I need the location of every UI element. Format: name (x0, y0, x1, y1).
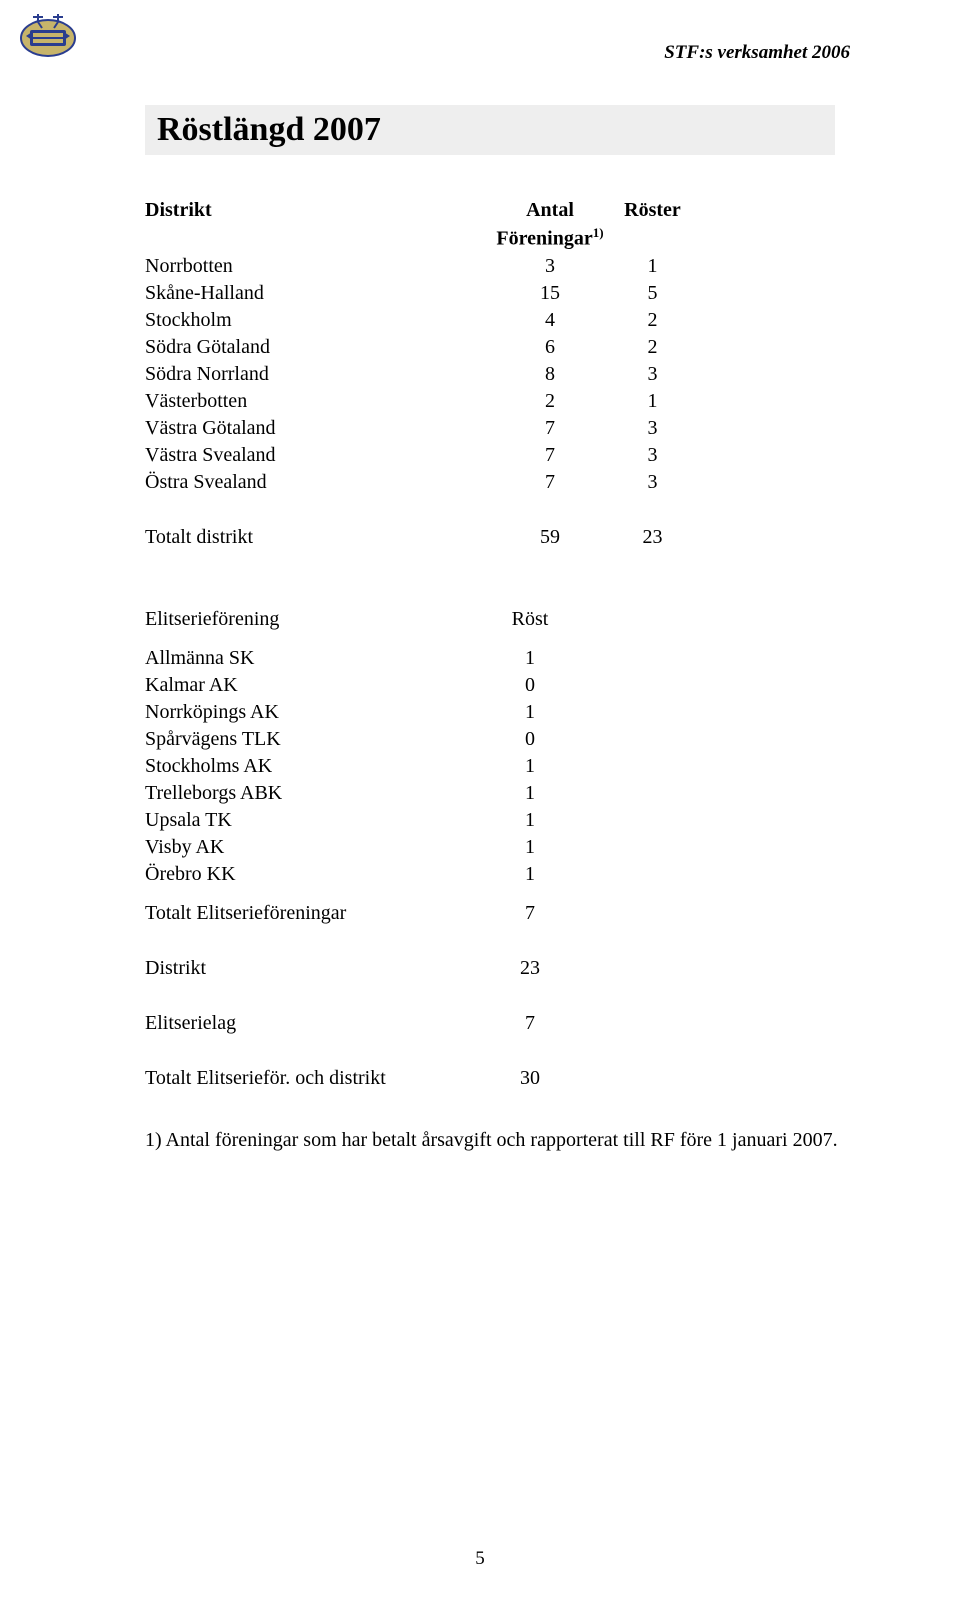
table-row: Stockholm42 (145, 307, 700, 334)
table-row: Örebro KK1 (145, 861, 565, 888)
table-row: Spårvägens TLK0 (145, 726, 565, 753)
footnote: 1) Antal föreningar som har betalt årsav… (145, 1126, 850, 1154)
table-row: Allmänna SK1 (145, 645, 565, 672)
col-subheader: Föreningar1) (495, 224, 605, 253)
table-total-row: Totalt distrikt5923 (145, 524, 700, 551)
district-table: Distrikt Antal Röster Föreningar1) Norrb… (145, 197, 700, 551)
table-row: Norrköpings AK1 (145, 699, 565, 726)
table-row: Visby AK1 (145, 834, 565, 861)
table-row: Norrbotten31 (145, 253, 700, 280)
table-row: Södra Norrland83 (145, 361, 700, 388)
logo-icon (18, 10, 78, 60)
table-total-row: Distrikt23 (145, 955, 565, 982)
table-total-row: Elitserielag7 (145, 1010, 565, 1037)
col-header: Röster (605, 197, 700, 224)
table-total-row: Totalt Elitserieföreningar7 (145, 900, 565, 927)
table-row: Västra Svealand73 (145, 442, 700, 469)
page-header: STF:s verksamhet 2006 (664, 42, 850, 64)
table-row: Östra Svealand73 (145, 469, 700, 496)
col-header: Elitserieförening (145, 606, 495, 633)
table-row: Upsala TK1 (145, 807, 565, 834)
table-row: Västra Götaland73 (145, 415, 700, 442)
table-row: Trelleborgs ABK1 (145, 780, 565, 807)
table-row: Kalmar AK0 (145, 672, 565, 699)
table-row: Stockholms AK1 (145, 753, 565, 780)
col-header: Röst (495, 606, 565, 633)
page-number: 5 (0, 1548, 960, 1570)
page-title: Röstlängd 2007 (145, 105, 835, 155)
table-row: Södra Götaland62 (145, 334, 700, 361)
table-total-row: Totalt Elitserieför. och distrikt30 (145, 1065, 565, 1092)
table-row: Västerbotten21 (145, 388, 700, 415)
col-header: Antal (495, 197, 605, 224)
elitserie-table: Elitserieförening Röst Allmänna SK1 Kalm… (145, 606, 565, 1092)
col-header: Distrikt (145, 197, 495, 224)
table-row: Skåne-Halland155 (145, 280, 700, 307)
